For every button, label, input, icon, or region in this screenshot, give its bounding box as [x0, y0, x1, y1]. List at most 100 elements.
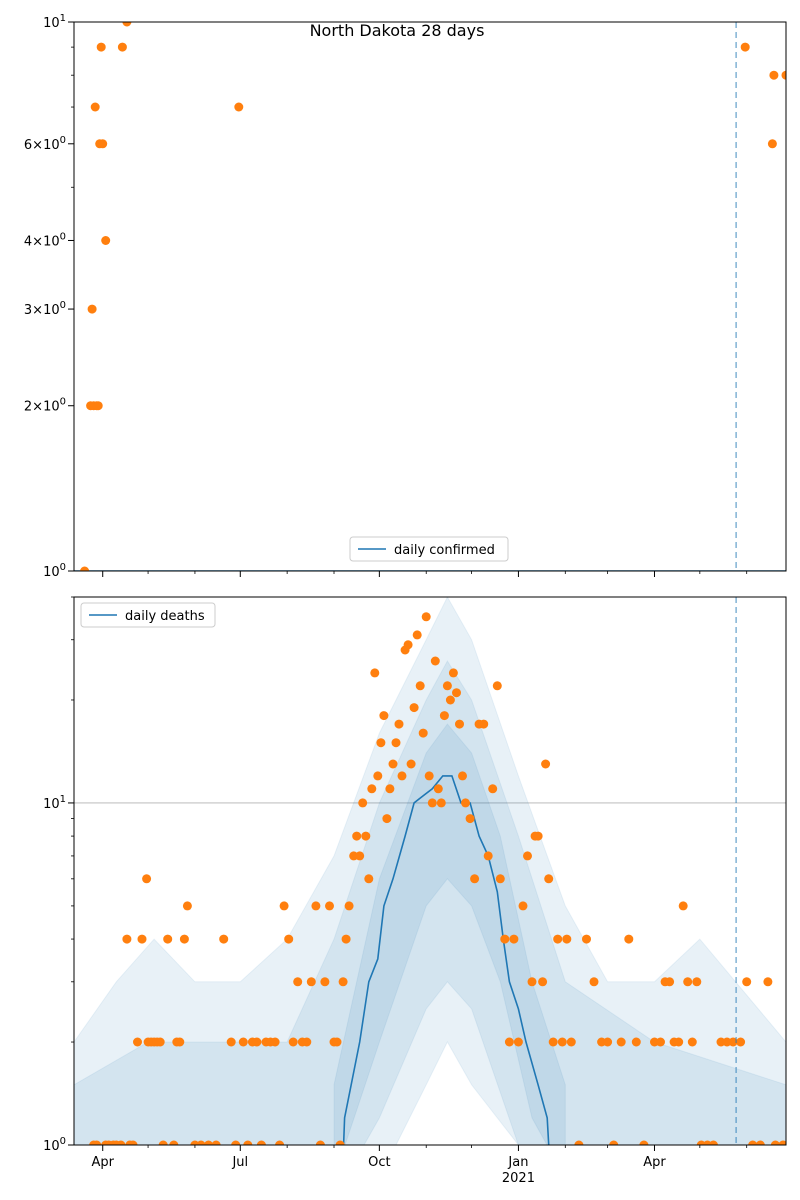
data-point: [252, 1037, 262, 1047]
data-point: [196, 1140, 206, 1145]
data-point: [234, 102, 244, 112]
data-point: [442, 681, 452, 691]
data-point: [92, 1140, 102, 1145]
data-point: [488, 784, 498, 794]
data-point: [631, 1037, 641, 1047]
data-point: [325, 901, 334, 911]
data-point: [763, 977, 773, 987]
data-point: [533, 831, 543, 841]
data-point: [219, 934, 229, 944]
data-point: [544, 874, 554, 884]
x-tick-label: Jul: [231, 1155, 248, 1170]
data-point: [500, 934, 510, 944]
data-point: [769, 70, 779, 80]
data-point: [367, 784, 377, 794]
data-point: [639, 1140, 649, 1145]
data-point: [80, 566, 90, 571]
data-point: [128, 1140, 138, 1145]
data-point: [728, 1037, 738, 1047]
data-point: [740, 42, 750, 52]
x-tick-label: Oct: [368, 1155, 390, 1170]
data-point: [169, 1140, 179, 1145]
data-point: [767, 139, 777, 149]
data-point: [674, 1037, 684, 1047]
data-point: [158, 1140, 168, 1145]
data-point: [609, 1140, 619, 1145]
y-tick-label: 2×100: [24, 397, 66, 415]
deaths-panel: 100 101 Apr Jul Oct Jan Apr 2021 daily deaths: [43, 596, 787, 1186]
data-point: [306, 977, 316, 987]
data-point: [458, 771, 467, 781]
data-point: [624, 934, 634, 944]
data-point: [424, 771, 434, 781]
data-point: [518, 901, 528, 911]
data-point: [163, 934, 173, 944]
data-point: [358, 798, 368, 808]
plot-area: [74, 22, 786, 571]
data-point: [436, 798, 446, 808]
data-point: [483, 851, 493, 861]
data-point: [409, 703, 419, 713]
legend-box: [349, 536, 509, 562]
data-point: [656, 1037, 665, 1047]
data-point: [562, 934, 572, 944]
data-point: [683, 977, 693, 987]
data-point: [430, 656, 440, 666]
data-point: [256, 1140, 266, 1145]
data-point: [415, 681, 425, 691]
data-point: [406, 759, 416, 769]
data-point: [465, 814, 475, 824]
data-point: [665, 977, 675, 987]
data-point: [448, 668, 458, 678]
y-tick-label: 101: [43, 794, 66, 812]
data-point: [90, 102, 100, 112]
data-point: [238, 1037, 248, 1047]
data-point: [341, 934, 351, 944]
x-year-label: 2021: [502, 1171, 535, 1186]
data-point: [117, 42, 127, 52]
data-point: [288, 1037, 298, 1047]
data-point: [338, 977, 348, 987]
data-point: [243, 1140, 253, 1145]
data-point: [394, 719, 404, 729]
data-point: [388, 759, 398, 769]
data-point: [98, 139, 108, 149]
y-tick-label: 100: [43, 562, 66, 580]
data-point: [418, 728, 428, 738]
data-point: [527, 977, 537, 987]
data-point: [382, 814, 392, 824]
data-point: [175, 1037, 185, 1047]
legend-label: daily confirmed: [394, 543, 495, 558]
data-point: [332, 1037, 342, 1047]
data-point: [96, 42, 106, 52]
data-point: [504, 1037, 514, 1047]
data-point: [433, 784, 443, 794]
data-point: [391, 738, 401, 748]
data-point: [133, 1037, 142, 1047]
data-point: [589, 977, 599, 987]
data-point: [93, 401, 103, 411]
data-point: [275, 1140, 285, 1145]
band-middle: [74, 660, 786, 1145]
data-point: [364, 874, 374, 884]
data-point: [122, 934, 132, 944]
legend-label: daily deaths: [125, 609, 205, 624]
data-point: [523, 851, 532, 861]
data-point: [361, 831, 371, 841]
data-point: [226, 1037, 236, 1047]
data-point: [687, 1037, 697, 1047]
data-point: [397, 771, 407, 781]
data-point: [461, 798, 470, 808]
data-point: [182, 901, 192, 911]
data-point: [452, 688, 461, 698]
series-line: [342, 775, 550, 1145]
data-point: [742, 977, 752, 987]
data-point: [122, 22, 132, 27]
data-point: [513, 1037, 523, 1047]
y-tick-label: 100: [43, 1136, 66, 1154]
data-point: [603, 1037, 613, 1047]
data-point: [231, 1140, 241, 1145]
data-point: [736, 1037, 746, 1047]
y-tick-label: 6×100: [24, 135, 66, 153]
